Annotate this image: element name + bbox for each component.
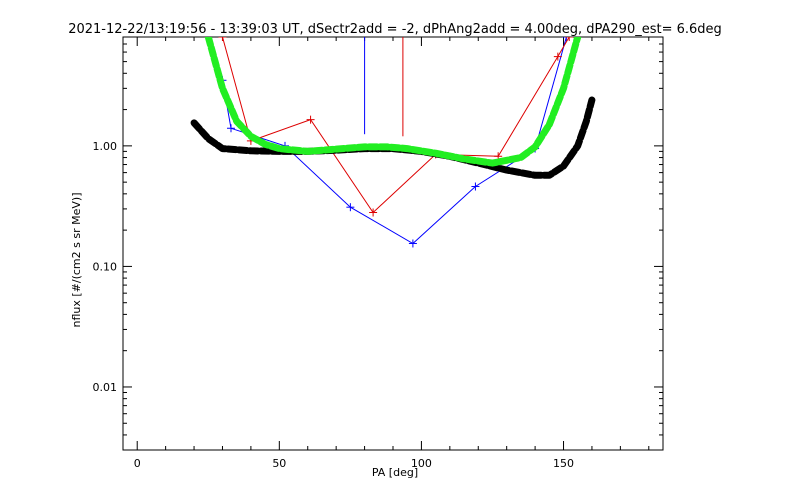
y-axis-label: nflux [#/(cm2 s sr MeV)] [70, 193, 83, 328]
y-tick-label: 1.00 [93, 140, 118, 153]
data-point-marker [562, 37, 571, 41]
x-tick-label: 50 [272, 457, 286, 470]
data-point-marker [306, 115, 315, 124]
data-point-marker [565, 37, 574, 41]
data-point-marker [471, 182, 480, 191]
x-axis-label: PA [deg] [372, 466, 418, 479]
data-point-marker [408, 239, 417, 248]
data-point-marker [369, 208, 378, 217]
data-point-marker [553, 52, 562, 61]
chart-title: 2021-12-22/13:19:56 - 13:39:03 UT, dSect… [68, 22, 722, 37]
x-tick-label: 0 [134, 457, 141, 470]
series-line-1 [222, 37, 570, 214]
y-tick-label: 0.10 [93, 260, 118, 273]
plot-frame [122, 36, 664, 451]
x-tick-label: 100 [411, 457, 432, 470]
data-point-marker [227, 124, 235, 133]
data-point-marker [346, 203, 355, 212]
series-group [190, 37, 596, 248]
series-line-0 [222, 37, 567, 245]
x-tick-label: 150 [553, 457, 574, 470]
series-line-3 [204, 37, 582, 167]
data-point-marker [218, 37, 227, 41]
y-tick-label: 0.01 [93, 381, 118, 394]
